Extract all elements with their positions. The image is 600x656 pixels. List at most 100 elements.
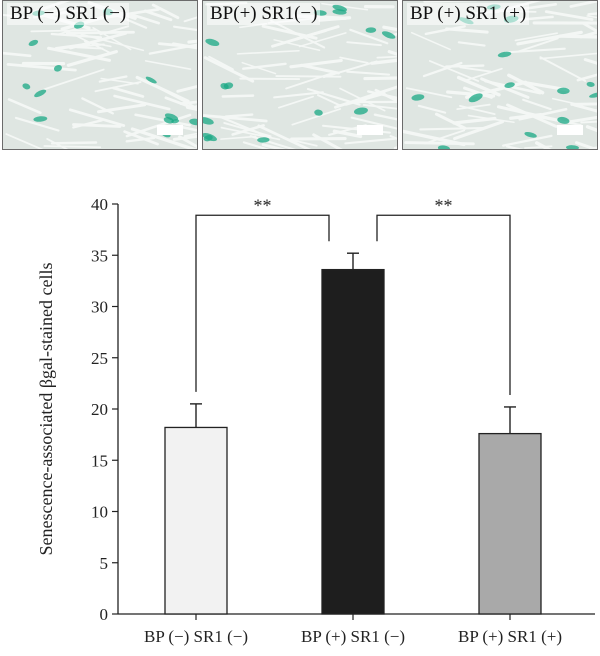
fibroblast-cell — [428, 60, 480, 82]
fibroblast-cell — [30, 29, 97, 33]
fibroblast-cell — [50, 141, 98, 145]
fibroblast-cell — [173, 25, 197, 36]
fibroblast-cell — [43, 68, 105, 91]
x-tick-label: BP (+) SR1 (+) — [458, 627, 562, 646]
fibroblast-cell — [151, 3, 180, 20]
fibroblast-cell — [298, 32, 347, 48]
fibroblast-cell — [130, 127, 197, 149]
bar — [321, 268, 385, 615]
fibroblast-cell — [68, 108, 126, 127]
fibroblast-cell — [417, 104, 447, 114]
stained-cell — [28, 39, 39, 47]
fibroblast-cell — [291, 108, 342, 126]
stained-cell — [589, 92, 597, 98]
micrograph-image-1 — [3, 1, 197, 149]
stained-cell — [557, 116, 570, 124]
fibroblast-cell — [558, 34, 597, 39]
scale-bar-1 — [157, 125, 183, 135]
significance-label: ** — [435, 195, 453, 215]
fibroblast-cell — [459, 105, 496, 115]
x-tick-label: BP (−) SR1 (−) — [144, 627, 248, 646]
fibroblast-cell — [374, 88, 397, 115]
fibroblast-cell — [362, 103, 397, 113]
y-tick-label: 15 — [91, 451, 108, 470]
fibroblast-cell — [289, 58, 343, 69]
fibroblast-cell — [589, 142, 597, 149]
stained-cell — [203, 135, 213, 142]
fibroblast-cell — [98, 75, 128, 83]
y-tick-label: 25 — [91, 349, 108, 368]
fibroblast-cell — [534, 141, 595, 149]
bar-chart: 0 5 10 15 20 25 30 35 40 BP (−) SR1 (−) BP (+) SR1… — [36, 195, 595, 646]
fibroblast-cell — [275, 75, 342, 78]
fibroblast-cell — [506, 103, 558, 128]
fibroblast-cell — [144, 60, 192, 70]
fibroblast-cell — [183, 5, 197, 23]
fibroblast-cell — [242, 141, 302, 149]
fibroblast-cell — [576, 61, 597, 82]
significance-bracket — [195, 214, 330, 392]
stained-cell — [586, 81, 595, 87]
y-tick-label: 40 — [91, 195, 108, 214]
stained-cell — [381, 31, 396, 39]
fibroblast-cell — [236, 49, 300, 55]
fibroblast-cell — [135, 75, 190, 103]
fibroblast-cell — [203, 56, 255, 83]
fibroblast-cell — [72, 119, 103, 129]
fibroblast-cell — [585, 125, 597, 149]
stained-cell — [332, 4, 347, 12]
fibroblast-cell — [570, 102, 597, 106]
fibroblast-cell — [522, 98, 552, 111]
y-tick-label: 35 — [91, 246, 108, 265]
scale-bar-2 — [357, 125, 383, 135]
stained-cell — [53, 65, 62, 72]
stained-cell — [33, 116, 48, 122]
fibroblast-cell — [6, 62, 77, 72]
fibroblast-cell — [452, 116, 497, 125]
micrograph-label-3: BP (+) SR1 (+) — [407, 3, 530, 25]
y-tick-label: 0 — [100, 605, 109, 624]
fibroblast-cell — [344, 91, 386, 106]
fibroblast-cell — [321, 2, 369, 11]
fibroblast-cell — [318, 16, 352, 22]
fibroblast-cell — [66, 50, 118, 67]
fibroblast-cell — [261, 24, 318, 40]
fibroblast-cell — [350, 116, 397, 131]
stained-cell — [34, 89, 47, 98]
fibroblast-cell — [285, 71, 335, 90]
fibroblast-cell — [583, 57, 597, 81]
fibroblast-cell — [539, 56, 587, 82]
fibroblast-cell — [569, 1, 597, 8]
x-tick-label: BP (+) SR1 (−) — [301, 627, 405, 646]
y-tick-label: 5 — [100, 554, 109, 573]
fibroblast-cell — [278, 95, 314, 109]
fibroblast-cell — [376, 53, 397, 59]
fibroblast-cell — [322, 60, 378, 79]
micrograph-label-1: BP (−) SR1 (−) — [7, 3, 130, 25]
stained-cell — [365, 27, 377, 33]
stained-cell — [468, 93, 483, 103]
fibroblast-cell — [164, 96, 197, 113]
fibroblast-cell — [178, 135, 197, 149]
stained-cell — [314, 109, 323, 116]
significance-label: ** — [254, 195, 272, 215]
stained-cell — [220, 83, 229, 90]
fibroblast-cell — [419, 126, 484, 131]
stained-cell — [524, 131, 537, 138]
significance-bracket — [376, 214, 511, 395]
stained-cell — [557, 87, 570, 95]
fibroblast-cell — [143, 9, 173, 22]
fibroblast-cell — [349, 28, 389, 45]
micrograph-label-2: BP(+) SR1(−) — [207, 3, 321, 25]
fibroblast-cell — [220, 126, 281, 141]
fibroblast-cell — [273, 91, 324, 99]
micrograph-image-3 — [403, 1, 597, 149]
fibroblast-cell — [505, 145, 549, 149]
fibroblast-cell — [75, 46, 104, 50]
fibroblast-cell — [125, 136, 156, 143]
micrograph-panel-1: BP (−) SR1 (−) — [2, 0, 198, 150]
fibroblast-cell — [7, 98, 42, 115]
fibroblast-cell — [224, 113, 254, 118]
fibroblast-cell — [524, 145, 553, 149]
fibroblast-cell — [332, 129, 363, 139]
